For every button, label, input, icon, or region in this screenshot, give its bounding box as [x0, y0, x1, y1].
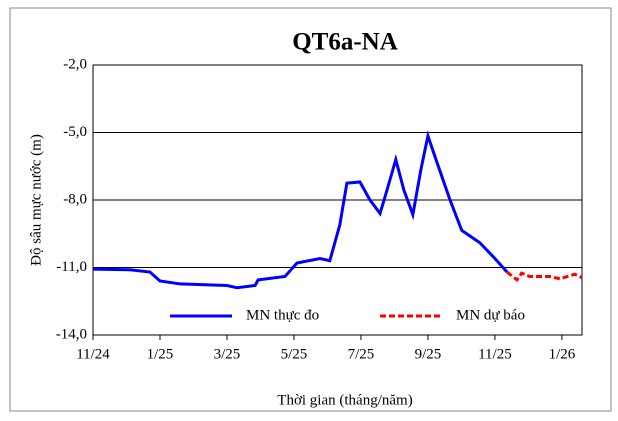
chart-frame: [9, 7, 612, 412]
data-line: [506, 270, 583, 283]
y-tick-label: -2,0: [63, 56, 87, 72]
y-tick-label: -11,0: [56, 259, 87, 275]
x-tick-label: 3/25: [214, 346, 241, 362]
legend-label: MN dự báo: [456, 307, 525, 323]
legend-label: MN thực đo: [246, 307, 319, 323]
x-tick-label: 9/25: [415, 346, 442, 362]
y-tick-label: -5,0: [63, 124, 87, 140]
x-axis-label: Thời gian (tháng/năm): [277, 392, 412, 408]
y-axis-label: Độ sâu mực nước (m): [28, 134, 44, 266]
x-tick-label: 11/25: [478, 346, 512, 362]
y-tick-label: -14,0: [56, 326, 87, 342]
x-tick-label: 7/25: [348, 346, 375, 362]
chart-title: QT6a-NA: [292, 29, 398, 56]
x-tick-label: 1/26: [549, 346, 576, 362]
x-tick-label: 1/25: [147, 346, 174, 362]
data-line: [92, 130, 509, 290]
plot-border: [92, 64, 583, 336]
y-tick-label: -8,0: [63, 191, 87, 207]
x-tick-label: 11/24: [76, 346, 110, 362]
x-tick-label: 5/25: [281, 346, 308, 362]
